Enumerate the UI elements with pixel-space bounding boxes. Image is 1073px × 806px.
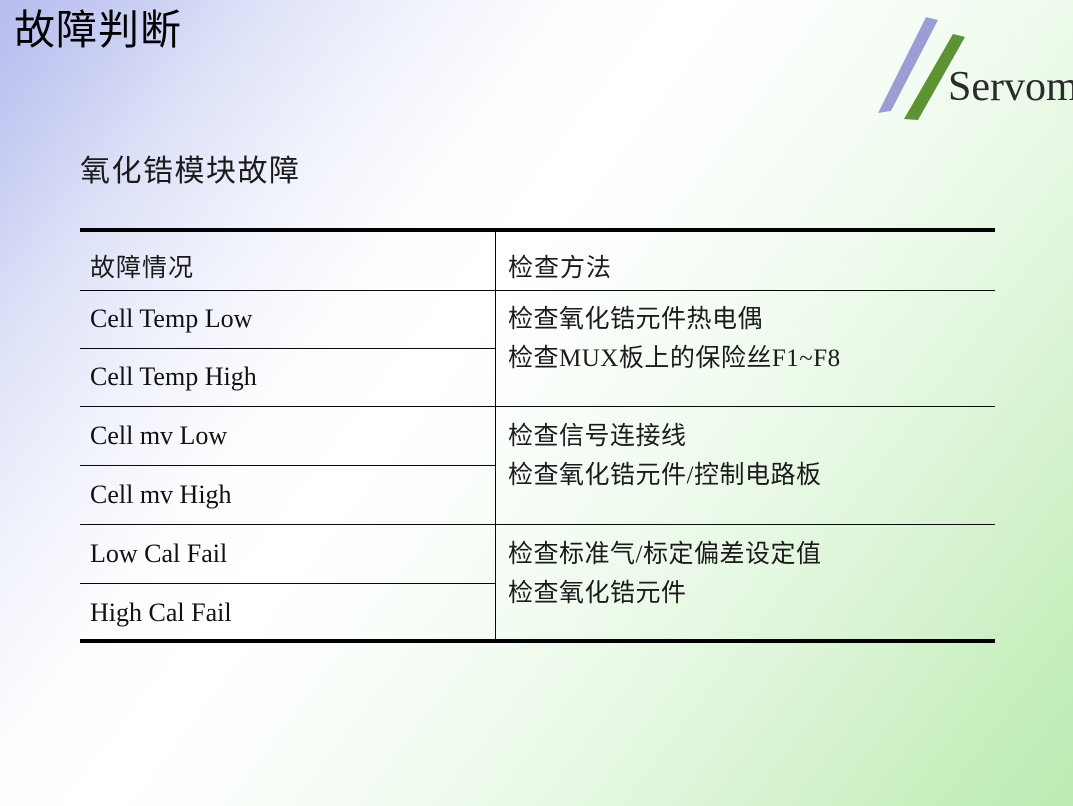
table-border-bottom	[80, 639, 995, 643]
table-rule-group-1	[80, 406, 995, 407]
table-row: Cell mv High	[90, 480, 232, 509]
table-header-condition: 故障情况	[90, 255, 195, 282]
table-rule-header	[80, 290, 995, 291]
table-rule-left-2	[80, 465, 495, 466]
table-header-method: 检查方法	[508, 255, 613, 282]
logo-wordmark: Servomex	[948, 64, 1073, 110]
logo-slash-purple-icon	[878, 17, 938, 113]
table-rule-left-1	[80, 348, 495, 349]
fault-diagnosis-table: 故障情况 检查方法 Cell Temp Low Cell Temp High 检…	[80, 228, 995, 643]
table-row: Cell Temp Low	[90, 304, 253, 333]
table-row: High Cal Fail	[90, 598, 232, 627]
table-method-line: 检查氧化锆元件	[508, 580, 687, 607]
table-method-line: 检查信号连接线	[508, 423, 687, 450]
table-row: Cell mv Low	[90, 421, 228, 450]
table-method-line: 检查MUX板上的保险丝F1~F8	[508, 345, 841, 372]
table-column-divider	[495, 232, 496, 639]
table-row: Low Cal Fail	[90, 539, 228, 568]
section-subtitle: 氧化锆模块故障	[80, 155, 301, 188]
table-method-line: 检查氧化锆元件/控制电路板	[508, 462, 822, 489]
servomex-logo: Servomex	[862, 16, 1073, 124]
logo-slash-green-icon	[904, 34, 965, 120]
table-rule-left-3	[80, 583, 495, 584]
servomex-logo-mark	[878, 17, 965, 120]
table-rule-group-2	[80, 524, 995, 525]
page-title: 故障判断	[14, 7, 182, 53]
table-row: Cell Temp High	[90, 362, 257, 391]
table-border-top	[80, 228, 995, 232]
table-method-line: 检查标准气/标定偏差设定值	[508, 541, 822, 568]
table-method-line: 检查氧化锆元件热电偶	[508, 306, 764, 333]
